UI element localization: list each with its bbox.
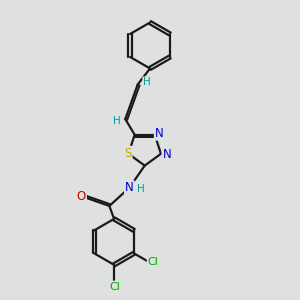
Text: O: O [77,190,86,203]
Text: S: S [124,147,132,160]
Text: N: N [125,181,134,194]
Text: H: H [137,184,145,194]
Text: N: N [155,127,164,140]
Text: Cl: Cl [109,282,120,292]
Text: H: H [143,77,151,87]
Text: N: N [163,148,171,161]
Text: Cl: Cl [148,256,159,267]
Text: H: H [112,116,120,126]
